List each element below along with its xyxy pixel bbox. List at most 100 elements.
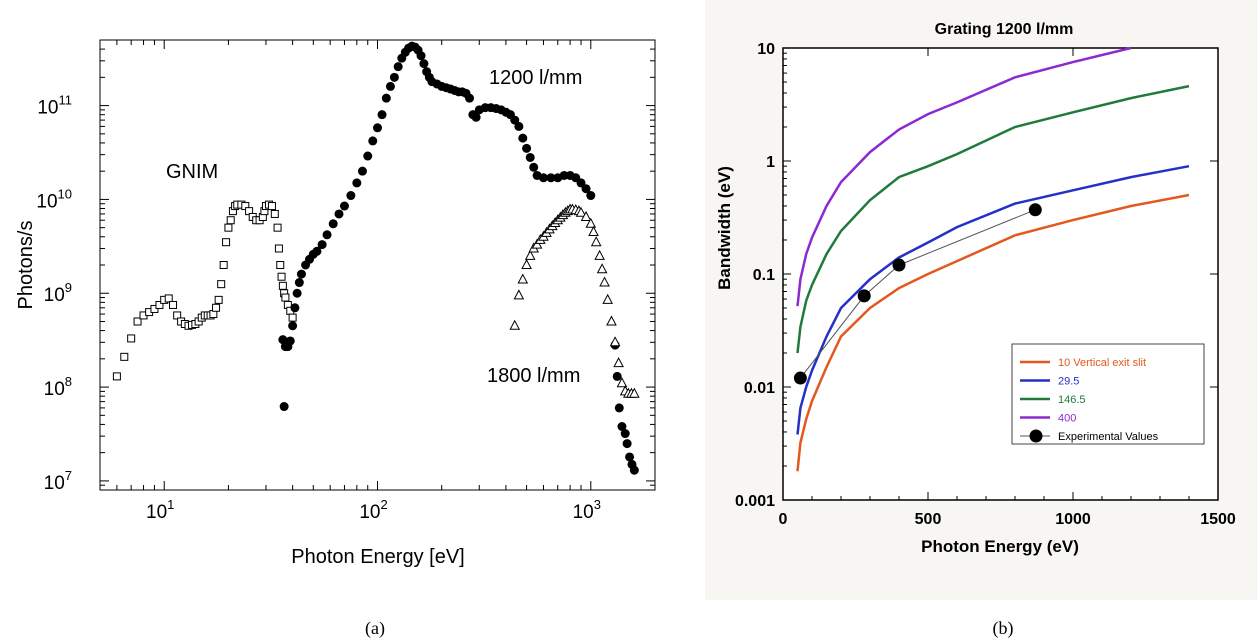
series-line	[796, 164, 1190, 435]
gnim-data-point	[169, 300, 178, 309]
panel-a-data-points	[112, 41, 640, 475]
grating-1800-data-point	[588, 225, 599, 236]
legend-marker	[1029, 429, 1043, 443]
legend-entry: 146.5	[1058, 394, 1086, 406]
grating-1800-data-point	[575, 206, 587, 217]
x-axis-label: Photon Energy (eV)	[921, 537, 1079, 556]
gnim-data-point	[226, 216, 235, 225]
grating-1200-data-point	[581, 184, 591, 194]
grating-1200-data-point	[389, 72, 399, 82]
grating-1200-data-point	[586, 191, 596, 201]
panel-b-bandwidth-chart: Grating 1200 l/mm 0 500 1000 15000.0010.010…	[705, 0, 1257, 639]
grating-1200-data-point	[622, 439, 632, 449]
gnim-data-point	[278, 281, 287, 290]
y-tick-label: 108	[44, 374, 72, 400]
x-tick-label: 102	[359, 497, 387, 523]
grating-1800-data-point	[594, 249, 605, 260]
grating-1200-data-point	[546, 173, 556, 183]
gnim-data-point	[217, 280, 226, 289]
gnim-data-point	[219, 261, 228, 269]
gnim-data-point	[267, 202, 276, 211]
grating-1800-data-point	[580, 210, 592, 221]
experimental-value-marker	[857, 289, 871, 303]
grating-1200-data-point	[322, 230, 332, 240]
x-tick-label: 101	[146, 497, 174, 523]
y-tick-label: 10	[757, 41, 775, 58]
x-axis-label: Photon Energy [eV]	[291, 546, 464, 568]
y-tick-label: 1011	[37, 93, 72, 119]
grating-1200-data-point	[471, 112, 481, 122]
grating-1800-data-point	[602, 293, 614, 304]
grating-1200-data-point	[346, 191, 356, 201]
annotation-1200-lmm: 1200 l/mm	[489, 67, 582, 89]
grating-1200-data-point	[385, 81, 395, 91]
grating-1200-data-point	[617, 422, 627, 432]
grating-1200-data-point	[328, 219, 338, 229]
chart-title: Grating 1200 l/mm	[935, 21, 1074, 38]
gnim-data-point	[155, 300, 164, 309]
gnim-data-point	[112, 372, 121, 381]
gnim-data-point	[120, 352, 129, 361]
grating-1800-data-point	[606, 315, 617, 326]
legend-entry: 400	[1058, 413, 1076, 425]
grating-1200-data-point	[294, 278, 304, 288]
grating-1200-data-point	[339, 201, 349, 211]
legend-entry: 10 Vertical exit slit	[1058, 357, 1146, 369]
gnim-data-point	[164, 294, 173, 303]
grating-1800-data-point	[590, 236, 602, 247]
grating-1200-data-point	[363, 151, 373, 161]
gnim-data-point	[127, 334, 136, 343]
grating-1200-data-point	[312, 246, 322, 256]
grating-1200-data-point	[612, 371, 622, 381]
grating-1200-data-point	[620, 429, 630, 439]
legend-box	[1011, 343, 1205, 445]
annotation-1800-lmm: 1800 l/mm	[487, 365, 580, 387]
gnim-data-point	[224, 223, 233, 232]
grating-1200-data-point	[614, 403, 624, 413]
grating-1200-data-point	[419, 59, 429, 69]
legend-entry: 29.5	[1058, 376, 1079, 388]
gnim-data-point	[277, 272, 286, 281]
gnim-data-point	[281, 293, 290, 302]
gnim-data-point	[270, 209, 279, 218]
grating-1200-data-point	[525, 152, 535, 162]
grating-1200-data-point	[317, 240, 327, 250]
grating-1200-data-point	[465, 93, 475, 103]
panel-a-photon-flux-chart: 101 102 103 107 108 109 1010 1011 GNIM 1200 l/m…	[15, 39, 656, 639]
x-tick-label: 0	[779, 511, 788, 528]
gnim-data-point	[273, 223, 282, 232]
grating-1200-data-point	[522, 143, 532, 153]
y-tick-label: 0.1	[753, 267, 775, 284]
grating-1200-data-point	[288, 321, 298, 331]
annotation-gnim: GNIM	[166, 161, 218, 183]
y-tick-label: 107	[44, 468, 72, 494]
panel-b-series-lines	[793, 46, 1190, 472]
series-line	[796, 84, 1190, 354]
x-tick-label: 1500	[1200, 511, 1236, 528]
grating-1800-data-point	[521, 258, 532, 269]
panel-a-label: (a)	[365, 618, 385, 639]
panel-b-ticks: 0 500 1000 1500 0.001 0.01 0.1 1 10	[735, 41, 1236, 528]
grating-1800-data-point	[596, 263, 608, 274]
x-tick-label: 103	[573, 497, 601, 523]
grating-1200-data-point	[279, 402, 289, 412]
y-tick-label: 1010	[36, 186, 72, 212]
grating-1200-data-point	[381, 93, 391, 103]
grating-1200-data-point	[290, 303, 300, 313]
series-line	[796, 193, 1190, 472]
grating-1800-data-point	[628, 387, 640, 398]
grating-1200-data-point	[368, 136, 378, 146]
grating-1200-data-point	[334, 209, 344, 219]
series-line	[796, 46, 1132, 307]
grating-1800-data-point	[599, 276, 610, 287]
grating-1200-data-point	[285, 336, 295, 346]
experimental-value-marker	[1028, 203, 1042, 217]
grating-1200-data-point	[576, 178, 586, 188]
grating-1200-data-point	[292, 288, 302, 298]
grating-1800-data-point	[517, 273, 529, 284]
y-tick-label: 109	[44, 280, 72, 306]
gnim-data-point	[274, 244, 283, 253]
grating-1200-data-point	[377, 110, 387, 120]
grating-1800-data-point	[585, 217, 597, 228]
